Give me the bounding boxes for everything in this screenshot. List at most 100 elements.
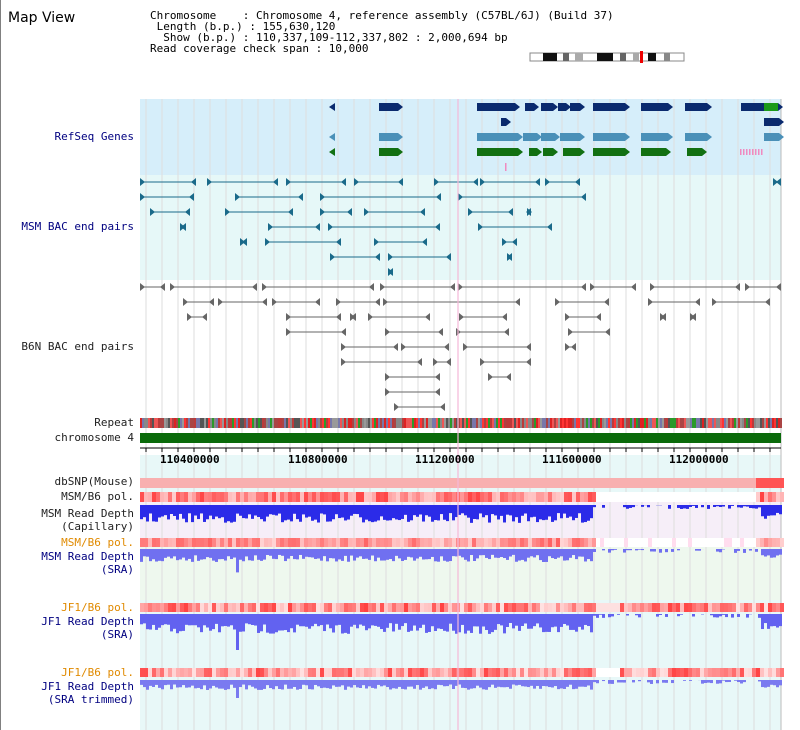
read-depth-bar <box>260 549 263 561</box>
read-depth-bar <box>302 505 305 515</box>
heatmap-cell <box>728 603 732 612</box>
repeat-element <box>694 418 696 428</box>
heatmap-cell <box>580 538 584 547</box>
repeat-element <box>752 418 754 428</box>
read-depth-bar <box>416 549 419 559</box>
read-depth-bar <box>284 680 287 685</box>
read-depth-bar <box>314 614 317 624</box>
heatmap-cell <box>260 478 264 488</box>
heatmap-cell <box>536 603 540 612</box>
track-label-msm-b6-pol-2[interactable]: MSM/B6 pol. <box>61 536 134 549</box>
heatmap-cell <box>228 492 232 502</box>
read-depth-bar <box>236 505 239 514</box>
heatmap-cell <box>448 492 452 502</box>
track-label-jf1-depth-trim[interactable]: JF1 Read Depth <box>41 680 134 693</box>
bac-end-marker <box>650 283 655 291</box>
heatmap-cell <box>616 492 620 502</box>
track-label-msm-depth-cap[interactable]: MSM Read Depth <box>41 507 134 520</box>
read-depth-bar <box>521 549 524 560</box>
gene-exon <box>764 118 779 126</box>
read-depth-bar <box>257 505 260 518</box>
heatmap-cell <box>536 492 540 502</box>
read-depth-bar <box>464 549 467 560</box>
read-depth-bar <box>227 680 230 690</box>
read-depth-bar <box>236 614 239 650</box>
heatmap-cell <box>604 538 608 547</box>
repeat-element <box>332 418 334 428</box>
ideogram-position-marker <box>640 51 643 63</box>
heatmap-cell <box>692 492 696 502</box>
track-label-jf1-b6-pol-2[interactable]: JF1/B6 pol. <box>61 666 134 679</box>
heatmap-cell <box>772 668 776 677</box>
heatmap-cell <box>460 603 464 612</box>
heatmap-cell <box>196 603 200 612</box>
bac-end-marker <box>581 283 586 291</box>
read-depth-bar <box>224 549 227 561</box>
track-label-jf1-depth-sra[interactable]: JF1 Read Depth <box>41 615 134 628</box>
track-label-jf1-b6-pol[interactable]: JF1/B6 pol. <box>61 601 134 614</box>
read-depth-bar <box>722 505 725 507</box>
read-depth-bar <box>227 614 230 627</box>
repeat-element <box>378 418 380 428</box>
heatmap-cell <box>648 492 652 502</box>
track-label-msm-b6-pol[interactable]: MSM/B6 pol. <box>61 490 134 503</box>
read-depth-bar <box>434 505 437 521</box>
repeat-element <box>658 418 660 428</box>
read-depth-bar <box>647 680 650 683</box>
gene-exon <box>593 133 625 141</box>
read-depth-bar <box>758 614 761 618</box>
heatmap-cell <box>700 478 704 488</box>
track-label-msm-depth-sra[interactable]: MSM Read Depth <box>41 550 134 563</box>
heatmap-cell <box>700 492 704 502</box>
heatmap-cell <box>460 668 464 677</box>
repeat-element <box>768 418 770 428</box>
read-depth-bar <box>221 614 224 627</box>
repeat-element <box>292 418 294 428</box>
heatmap-cell <box>480 603 484 612</box>
track-label-refseq[interactable]: RefSeq Genes <box>54 130 134 143</box>
repeat-element <box>290 418 292 428</box>
track-label-chromosome[interactable]: chromosome 4 <box>54 431 134 444</box>
repeat-element <box>142 418 144 428</box>
read-depth-bar <box>269 505 272 515</box>
repeat-element <box>454 418 456 428</box>
heatmap-cell <box>568 603 572 612</box>
heatmap-cell <box>356 492 360 502</box>
track-label-dbsnp[interactable]: dbSNP(Mouse) <box>54 475 134 488</box>
heatmap-cell <box>220 492 224 502</box>
heatmap-cell <box>600 492 604 502</box>
read-depth-bar <box>182 505 185 519</box>
read-depth-bar <box>563 549 566 561</box>
repeat-element <box>568 418 570 428</box>
heatmap-cell <box>612 603 616 612</box>
heatmap-cell <box>652 492 656 502</box>
bac-end-marker <box>425 313 430 321</box>
heatmap-cell <box>232 492 236 502</box>
read-depth-bar <box>221 680 224 689</box>
read-depth-bar <box>188 505 191 514</box>
track-label-b6n-bac[interactable]: B6N BAC end pairs <box>21 340 134 353</box>
heatmap-cell <box>268 668 272 677</box>
bac-end-marker <box>286 313 291 321</box>
heatmap-cell <box>140 478 144 488</box>
read-depth-bar <box>566 680 569 687</box>
read-depth-bar <box>452 549 455 557</box>
track-label-msm-depth-cap-sub: (Capillary) <box>61 520 134 533</box>
heatmap-cell <box>716 538 720 547</box>
track-label-msm-bac[interactable]: MSM BAC end pairs <box>21 220 134 233</box>
track-label-repeat[interactable]: Repeat <box>94 416 134 429</box>
gene-strand-arrow <box>329 148 335 156</box>
heatmap-cell <box>584 538 588 547</box>
heatmap-cell <box>612 492 616 502</box>
repeat-element <box>170 418 172 428</box>
repeat-element <box>226 418 228 428</box>
read-depth-bar <box>380 614 383 630</box>
heatmap-cell <box>188 603 192 612</box>
heatmap-cell <box>388 478 392 488</box>
read-depth-bar <box>716 680 719 684</box>
gene-strand-arrow <box>779 133 784 141</box>
heatmap-cell <box>772 492 776 502</box>
heatmap-cell <box>508 668 512 677</box>
heatmap-cell <box>432 603 436 612</box>
